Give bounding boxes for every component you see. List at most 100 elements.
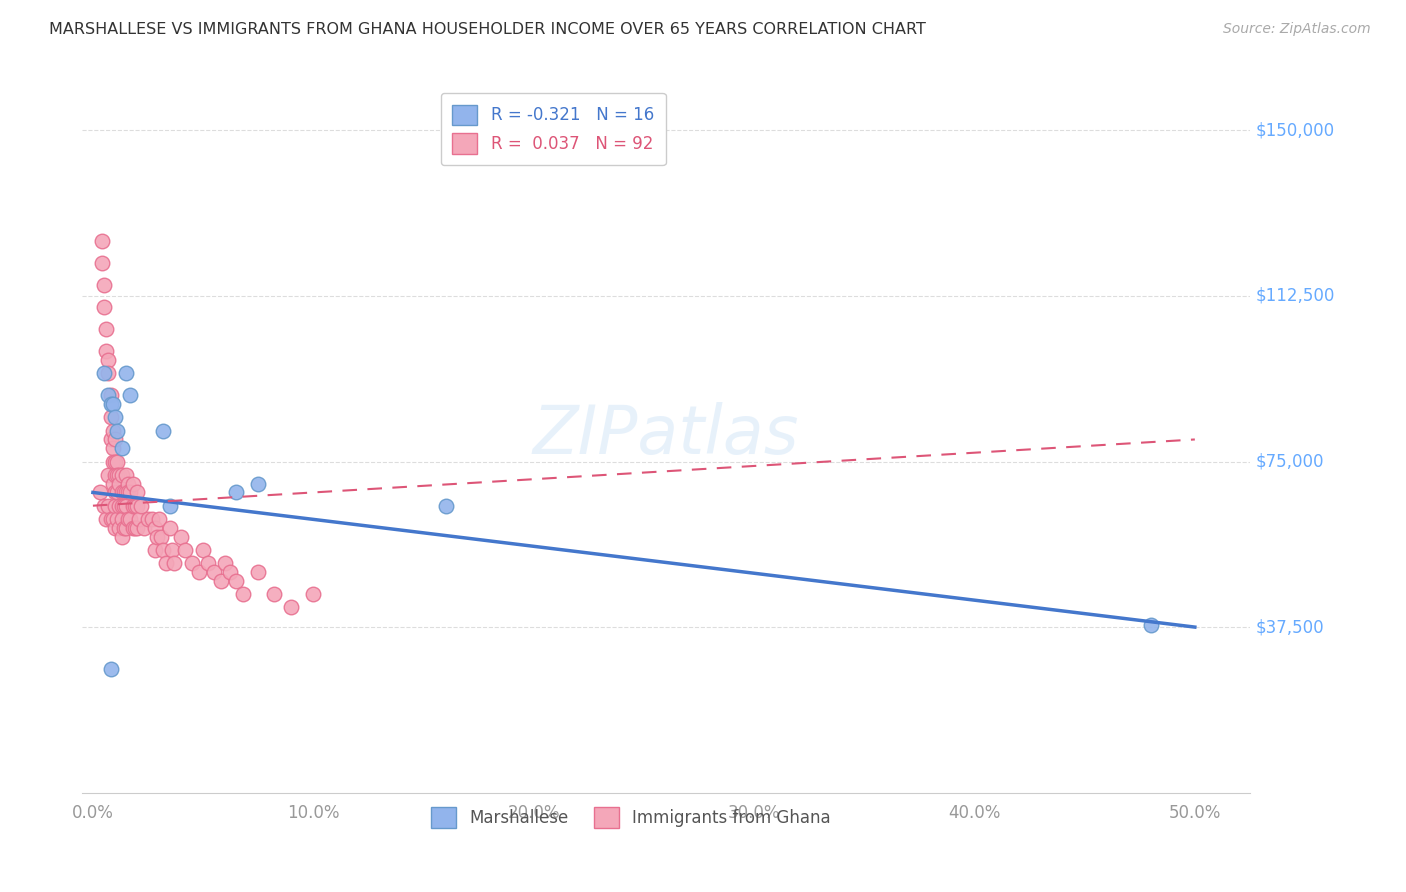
Text: $112,500: $112,500 [1256, 287, 1336, 305]
Point [162, 542, 184, 557]
Point [94, 512, 117, 526]
Point [214, 556, 236, 570]
Point [117, 485, 139, 500]
Point [105, 454, 128, 468]
Point [263, 587, 285, 601]
Point [90, 256, 112, 270]
Point [101, 442, 124, 456]
Point [143, 542, 166, 557]
Point [93, 499, 115, 513]
Point [110, 467, 132, 482]
Point [93, 300, 115, 314]
Text: Source: ZipAtlas.com: Source: ZipAtlas.com [1223, 22, 1371, 37]
Point [181, 556, 204, 570]
Point [108, 467, 131, 482]
Point [104, 433, 127, 447]
Point [105, 485, 128, 500]
Point [105, 512, 128, 526]
Point [110, 530, 132, 544]
Point [100, 662, 122, 676]
Point [110, 512, 132, 526]
Point [120, 388, 142, 402]
Point [90, 234, 112, 248]
Point [197, 556, 219, 570]
Point [110, 485, 132, 500]
Point [100, 397, 122, 411]
Point [209, 574, 232, 588]
Point [155, 556, 177, 570]
Point [115, 499, 138, 513]
Point [125, 499, 148, 513]
Point [128, 512, 150, 526]
Point [104, 467, 127, 482]
Legend: Marshallese, Immigrants from Ghana: Marshallese, Immigrants from Ghana [425, 801, 838, 834]
Point [247, 565, 270, 579]
Point [101, 476, 124, 491]
Point [105, 424, 128, 438]
Point [100, 388, 122, 402]
Point [120, 512, 142, 526]
Point [97, 353, 120, 368]
Point [97, 388, 120, 402]
Point [104, 485, 127, 500]
Point [115, 366, 138, 380]
Point [100, 410, 122, 425]
Point [97, 499, 120, 513]
Point [150, 530, 173, 544]
Point [280, 600, 302, 615]
Point [136, 512, 159, 526]
Point [202, 565, 225, 579]
Point [104, 410, 127, 425]
Point [112, 499, 135, 513]
Point [247, 476, 270, 491]
Point [108, 499, 131, 513]
Point [100, 433, 122, 447]
Point [152, 424, 174, 438]
Point [187, 565, 209, 579]
Point [97, 467, 120, 482]
Point [191, 542, 214, 557]
Point [93, 366, 115, 380]
Point [97, 366, 120, 380]
Point [115, 485, 138, 500]
Point [152, 542, 174, 557]
Point [163, 556, 186, 570]
Point [124, 499, 146, 513]
Point [121, 521, 143, 535]
Point [108, 476, 131, 491]
Point [115, 467, 138, 482]
Point [101, 454, 124, 468]
Point [174, 542, 197, 557]
Point [112, 485, 135, 500]
Point [101, 397, 124, 411]
Point [101, 424, 124, 438]
Point [94, 344, 117, 359]
Point [124, 521, 146, 535]
Point [225, 574, 247, 588]
Point [141, 512, 163, 526]
Point [225, 485, 247, 500]
Point [232, 587, 254, 601]
Point [94, 322, 117, 336]
Point [302, 587, 325, 601]
Point [131, 499, 153, 513]
Point [117, 476, 139, 491]
Point [121, 499, 143, 513]
Text: $75,000: $75,000 [1256, 452, 1324, 471]
Text: ZIPatlas: ZIPatlas [533, 402, 799, 468]
Text: $150,000: $150,000 [1256, 121, 1334, 139]
Point [1139, 618, 1161, 632]
Point [170, 530, 193, 544]
Point [125, 485, 148, 500]
Point [110, 442, 132, 456]
Point [218, 565, 240, 579]
Text: $37,500: $37,500 [1256, 618, 1324, 636]
Point [132, 521, 155, 535]
Point [104, 499, 127, 513]
Point [143, 521, 166, 535]
Point [125, 521, 148, 535]
Point [100, 512, 122, 526]
Point [105, 467, 128, 482]
Point [146, 530, 169, 544]
Point [112, 521, 135, 535]
